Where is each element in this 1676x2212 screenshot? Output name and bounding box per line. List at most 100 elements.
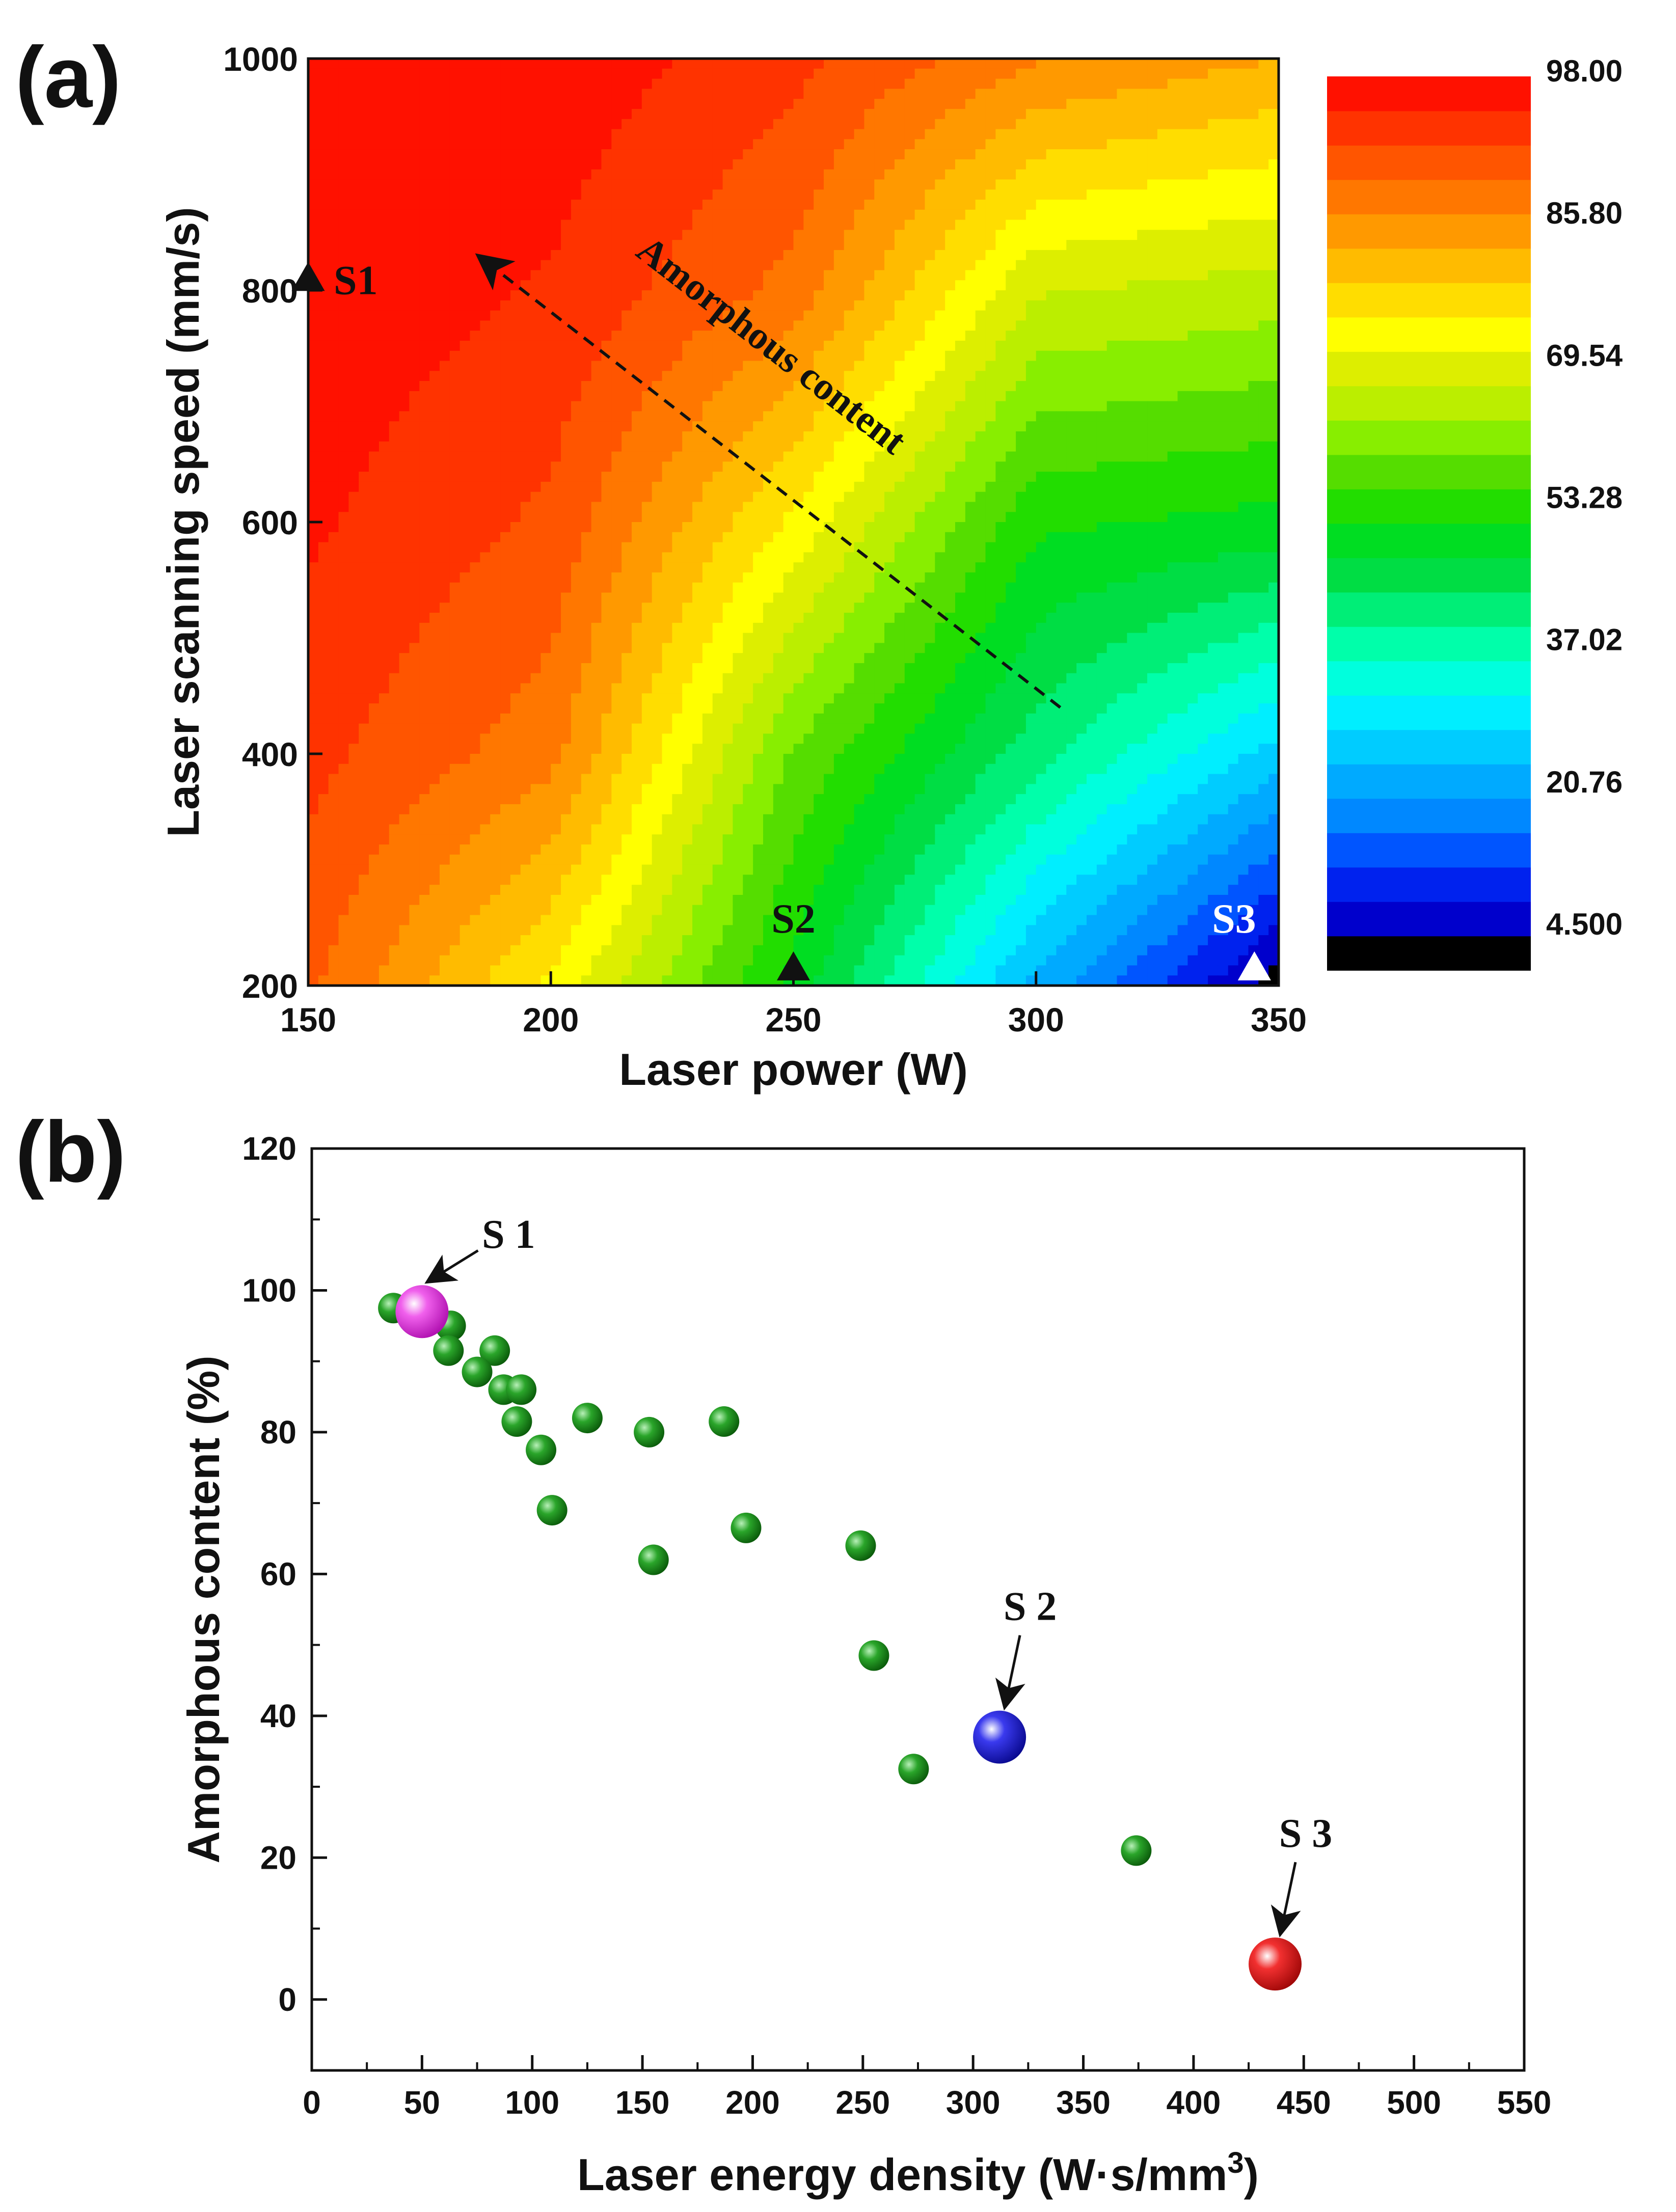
contour-cell (722, 411, 734, 422)
contour-cell (359, 331, 369, 341)
contour-cell (338, 320, 349, 331)
contour-cell (510, 108, 521, 120)
contour-cell (763, 552, 774, 563)
contour-cell (1086, 552, 1097, 563)
contour-cell (925, 340, 936, 351)
contour-cell (480, 421, 491, 432)
contour-cell (985, 220, 996, 231)
contour-cell (470, 149, 481, 160)
contour-cell (814, 481, 824, 493)
contour-cell (712, 371, 723, 381)
contour-cell (743, 179, 753, 190)
contour-cell (894, 78, 905, 90)
contour-cell (1096, 310, 1107, 321)
contour-cell (1268, 159, 1279, 170)
contour-cell (1228, 300, 1239, 311)
contour-cell (1238, 270, 1249, 281)
contour-cell (632, 280, 642, 291)
contour-cell (480, 491, 491, 503)
contour-cell (520, 280, 531, 291)
contour-cell (480, 340, 491, 351)
contour-cell (783, 59, 794, 69)
contour-cell (308, 240, 319, 251)
contour-cell (854, 59, 865, 69)
contour-cell (1147, 421, 1158, 432)
contour-cell (530, 129, 542, 140)
contour-cell (814, 441, 824, 452)
contour-cell (914, 401, 926, 412)
contour-cell (1066, 78, 1077, 90)
contour-cell (419, 320, 430, 331)
contour-cell (621, 119, 632, 130)
contour-cell (1127, 230, 1138, 240)
contour-cell (652, 220, 663, 231)
contour-cell (1006, 209, 1016, 221)
contour-cell (1016, 189, 1026, 200)
contour-cell (419, 169, 430, 180)
contour-cell (348, 350, 360, 362)
contour-cell (490, 300, 501, 311)
contour-cell (1258, 562, 1269, 573)
contour-cell (530, 78, 542, 90)
contour-cell (722, 230, 734, 240)
contour-cell (864, 179, 875, 190)
contour-cell (490, 572, 501, 583)
contour-cell (935, 391, 945, 402)
contour-cell (1127, 562, 1138, 573)
contour-cell (308, 99, 319, 110)
contour-cell (1086, 451, 1097, 462)
contour-cell (1228, 159, 1239, 170)
contour-cell (500, 310, 511, 321)
contour-cell (783, 381, 794, 392)
contour-cell (1228, 552, 1239, 563)
contour-cell (753, 331, 764, 341)
contour-cell (439, 230, 450, 240)
contour-cell (743, 562, 753, 573)
contour-cell (894, 522, 905, 533)
contour-cell (1248, 99, 1259, 110)
contour-cell (1147, 542, 1158, 553)
contour-cell (429, 159, 440, 170)
contour-cell (409, 209, 420, 221)
contour-cell (1248, 300, 1259, 311)
contour-cell (1137, 209, 1148, 221)
contour-cell (833, 260, 845, 271)
contour-cell (449, 542, 461, 553)
contour-cell (328, 250, 339, 261)
contour-cell (632, 542, 642, 553)
contour-cell (985, 340, 996, 351)
contour-cell (429, 441, 440, 452)
contour-cell (793, 169, 804, 180)
contour-cell (753, 189, 764, 200)
contour-cell (1025, 451, 1037, 462)
contour-cell (510, 189, 521, 200)
contour-cell (1117, 401, 1128, 412)
contour-cell (1006, 230, 1016, 240)
contour-cell (1198, 522, 1208, 533)
contour-cell (1147, 129, 1158, 140)
contour-cell (551, 129, 561, 140)
contour-cell (985, 491, 996, 503)
contour-cell (459, 472, 471, 482)
contour-cell (1258, 320, 1269, 331)
contour-cell (470, 139, 481, 150)
contour-cell (621, 240, 632, 251)
contour-cell (833, 491, 845, 503)
contour-cell (571, 441, 582, 452)
contour-cell (1147, 371, 1158, 381)
contour-cell (995, 340, 1007, 351)
contour-cell (904, 491, 915, 503)
contour-cell (803, 522, 814, 533)
contour-cell (733, 472, 744, 482)
contour-cell (783, 230, 794, 240)
contour-cell (995, 59, 1007, 69)
contour-cell (369, 280, 380, 291)
contour-cell (955, 340, 966, 351)
contour-cell (955, 491, 966, 503)
contour-cell (1006, 502, 1016, 513)
contour-cell (1147, 108, 1158, 120)
contour-cell (419, 260, 430, 271)
contour-cell (308, 179, 319, 190)
contour-cell (318, 350, 329, 362)
contour-cell (1238, 89, 1249, 99)
